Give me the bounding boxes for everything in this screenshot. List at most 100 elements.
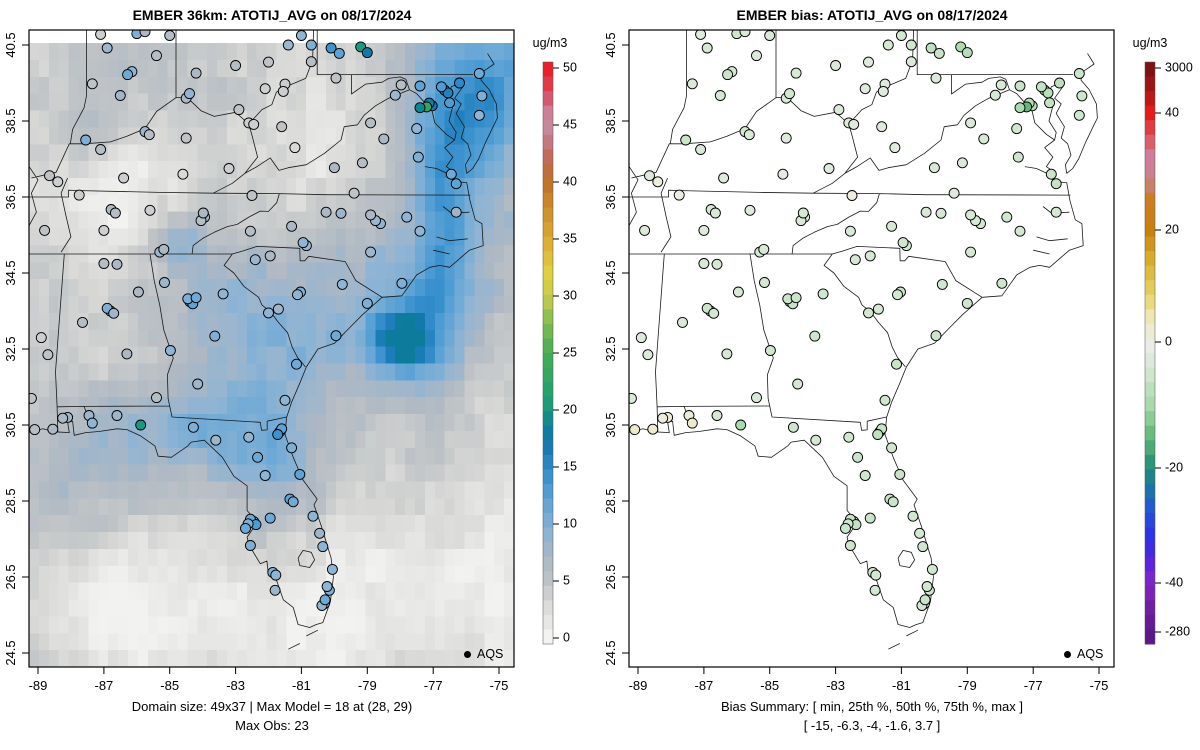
aqs-station-dot (121, 348, 133, 360)
aqs-station-dot (892, 289, 903, 301)
y-tick-label: 38.5 (3, 108, 18, 133)
aqs-station-dot (1014, 225, 1026, 237)
aqs-station-dot (244, 225, 256, 237)
aqs-station-dot (326, 563, 338, 575)
right-caption-line2: [ -15, -6.3, -4, -1.6, 3.7 ] (803, 718, 941, 733)
aqs-station-dot (151, 392, 162, 404)
colorbar-tick-label: 0 (1165, 334, 1172, 348)
aqs-station-dot (335, 207, 347, 219)
aqs-station-dot (735, 419, 747, 431)
aqs-station-dot (330, 330, 342, 342)
colorbar-tick-label: 30 (563, 288, 577, 302)
aqs-station-dot (223, 163, 235, 174)
colorbar-tick-label: 45 (563, 117, 577, 131)
aqs-station-dot (686, 417, 698, 429)
aqs-station-dot (739, 30, 751, 38)
aqs-station-dot (897, 237, 909, 249)
aqs-station-dot (1014, 80, 1026, 92)
aqs-station-dot (711, 258, 723, 270)
y-tick-label: 34.5 (603, 260, 618, 285)
aqs-station-dot (294, 468, 306, 480)
aqs-station-dot (52, 176, 64, 188)
aqs-station-dot (1012, 151, 1024, 163)
aqs-station-dot (325, 42, 337, 54)
aqs-station-dot (243, 431, 255, 443)
aqs-station-dot (44, 170, 55, 182)
aqs-station-dot (989, 89, 1001, 101)
colorbar-tick-label: -40 (1165, 575, 1183, 589)
aqs-station-dot (151, 50, 162, 62)
aqs-station-dot (809, 330, 821, 342)
aqs-station-dot (348, 187, 360, 199)
y-tick-label: 32.5 (3, 336, 18, 361)
y-tick-label: 40.5 (603, 32, 618, 57)
aqs-station-dot (744, 204, 756, 216)
aqs-station-dot (764, 30, 776, 41)
y-tick-label: 26.5 (3, 564, 18, 589)
aqs-station-dot (872, 303, 884, 315)
y-tick-label: 36.5 (3, 184, 18, 209)
aqs-legend-label: AQS (477, 647, 504, 661)
aqs-station-dot (295, 30, 307, 41)
aqs-station-dot (319, 594, 331, 606)
aqs-station-dot (233, 104, 245, 116)
aqs-station-dot (925, 42, 937, 54)
aqs-legend-label: AQS (1077, 647, 1104, 661)
aqs-station-dot (435, 81, 447, 93)
aqs-dot-icon (464, 650, 471, 658)
aqs-station-dot (330, 72, 342, 84)
aqs-station-dot (111, 410, 123, 421)
aqs-station-dot (264, 512, 276, 524)
aqs-station-dot (905, 56, 917, 68)
aqs-station-dot (840, 522, 851, 534)
y-tick-label: 36.5 (603, 184, 618, 209)
x-tick-label: -79 (958, 678, 977, 693)
aqs-station-dot (164, 345, 176, 356)
aqs-station-dot (143, 129, 155, 141)
aqs-station-dot (77, 316, 88, 328)
aqs-station-dot (895, 30, 907, 41)
aqs-station-dot (869, 584, 881, 596)
colorbar-tick-label: 5 (563, 573, 570, 587)
aqs-station-dot (921, 581, 933, 592)
aqs-station-dot (450, 178, 462, 190)
x-tick-label: -87 (695, 678, 714, 693)
aqs-station-dot (759, 277, 770, 288)
x-tick-label: -79 (358, 678, 377, 693)
aqs-station-dot (961, 47, 973, 59)
aqs-station-dot (29, 424, 41, 436)
y-tick-label: 38.5 (603, 108, 618, 133)
aqs-station-dot (291, 358, 302, 370)
aqs-station-dot (695, 30, 707, 40)
aqs-station-dot (859, 83, 871, 95)
colorbar-tick-label: 20 (1165, 222, 1179, 236)
x-tick-label: -77 (424, 678, 443, 693)
aqs-station-dot (389, 89, 401, 101)
x-tick-label: -75 (1090, 678, 1109, 693)
aqs-station-dot (787, 421, 799, 433)
x-tick-label: -85 (160, 678, 179, 693)
aqs-station-dot (190, 292, 202, 304)
aqs-station-dot (289, 142, 301, 154)
aqs-station-dot (714, 90, 726, 101)
aqs-station-dot (686, 78, 698, 90)
aqs-station-dot (876, 121, 888, 133)
aqs-station-dot (1044, 97, 1056, 109)
aqs-station-dot (948, 187, 960, 199)
aqs-station-dot (111, 258, 123, 270)
aqs-station-dot (197, 207, 209, 219)
right-colorbar-unit-label: ug/m3 (1132, 36, 1168, 50)
aqs-station-dot (414, 102, 426, 114)
aqs-station-dot (473, 109, 485, 121)
aqs-station-dot (833, 104, 845, 116)
aqs-station-dot (928, 162, 940, 174)
x-tick-label: -85 (760, 678, 779, 693)
aqs-station-dot (889, 142, 901, 154)
y-tick-label: 24.5 (603, 640, 618, 665)
aqs-station-dot (272, 303, 284, 315)
aqs-station-dot (361, 47, 373, 59)
aqs-station-dot (270, 569, 282, 581)
aqs-station-dot (401, 211, 413, 223)
aqs-station-dot (450, 206, 462, 218)
aqs-station-dot (108, 307, 120, 319)
